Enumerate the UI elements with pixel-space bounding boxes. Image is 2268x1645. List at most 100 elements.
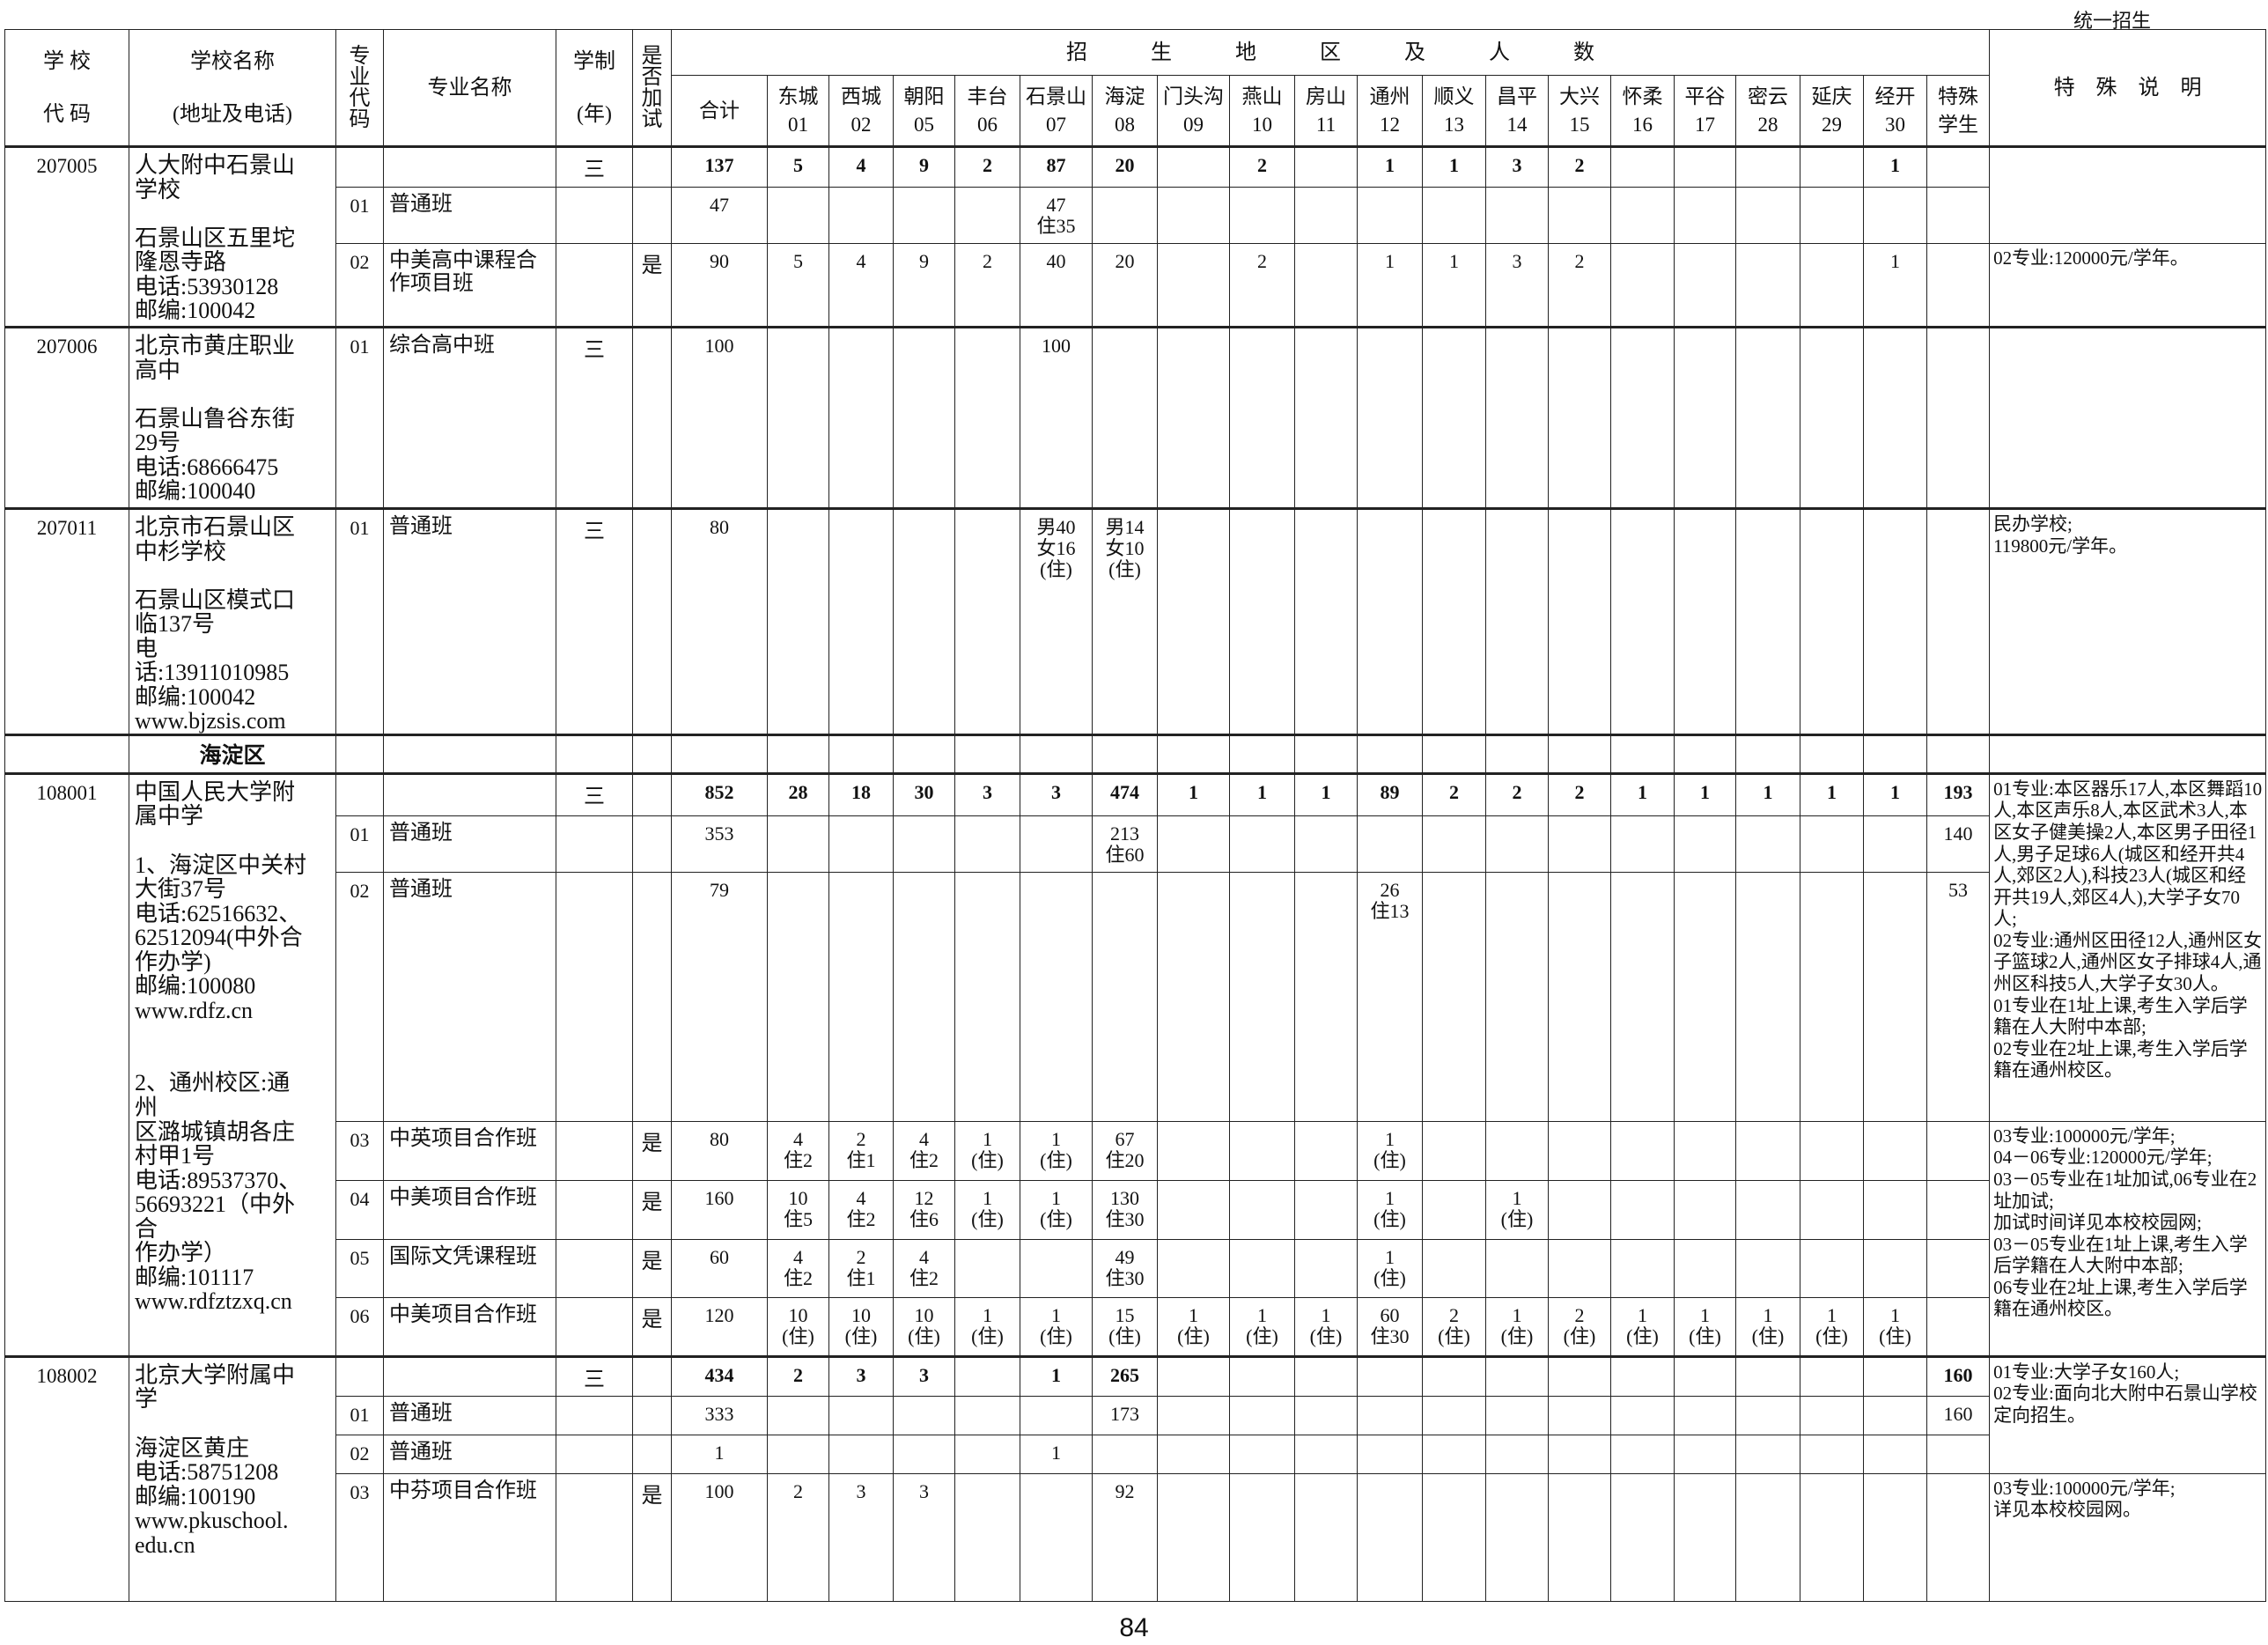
count-通州 [1357,815,1423,873]
count-房山 [1294,145,1358,188]
count-密云: 1 (住) [1735,1296,1800,1357]
count-东城: 4 住2 [767,1120,829,1181]
count-通州: 26 住13 [1357,871,1423,1122]
count-朝阳 [893,1434,955,1474]
count-东城: 2 [767,1354,829,1397]
count-怀柔 [1610,145,1675,188]
count-延庆 [1800,187,1864,244]
extra-test [632,871,672,1122]
count-顺义: 1 [1422,145,1486,188]
header-region-2: 西城 02 [828,75,894,148]
count-海淀: 15 (住) [1092,1296,1158,1357]
count-丰台 [954,1238,1020,1298]
count-经开 [1863,1395,1927,1435]
major-code: 01 [335,507,384,735]
count-丰台 [954,871,1020,1122]
count-朝阳: 10 (住) [893,1296,955,1357]
count-平谷 [1674,243,1736,328]
special-note: 民办学校; 119800元/学年。 [1989,507,2267,735]
count-密云 [1735,187,1800,244]
count-丰台: 1 (住) [954,1296,1020,1357]
table-row: 03 中英项目合作班是 80 4 住2 2 住1 4 住2 1 (住) 1 (住) 67 住20… [5,1120,2267,1357]
count-密云 [1735,1434,1800,1474]
header-region-5: 石景山 07 [1020,75,1093,148]
header-school-code: 学 校 代 码 [4,29,129,148]
count-合计: 434 [671,1354,768,1397]
major-name: 国际文凭课程班 [383,1238,556,1298]
count-西城 [828,187,894,244]
count-房山 [1294,1179,1358,1240]
count-经开: 1 (住) [1863,1296,1927,1357]
count-顺义: 2 [1422,771,1486,816]
empty-cell [335,733,384,774]
count-房山 [1294,507,1358,735]
count-东城 [767,326,829,509]
count-经开 [1863,1179,1927,1240]
years [556,871,633,1122]
count-延庆 [1800,507,1864,735]
count-经开 [1863,1472,1927,1602]
count-特殊 [1926,145,1991,188]
major-name [383,145,556,188]
empty-cell [4,733,129,774]
count-石景山: 1 (住) [1020,1296,1093,1357]
count-特殊 [1926,1238,1991,1298]
major-code [335,1354,384,1397]
count-合计: 160 [671,1179,768,1240]
count-石景山: 40 [1020,243,1093,328]
school-name: 北京市石景山区中杉学校 [135,514,296,564]
count-门头沟 [1157,1395,1230,1435]
count-合计: 90 [671,243,768,328]
table-row: 108002 北京大学附属中学 海淀区黄庄 电话:58751208 邮编:1001… [4,1354,2267,1602]
district-name: 海淀区 [129,733,336,774]
count-门头沟 [1157,1434,1230,1474]
major-name: 中英项目合作班 [383,1120,556,1181]
count-密云 [1735,1238,1800,1298]
region-code: 02 [850,113,872,136]
count-西城: 18 [828,771,894,816]
count-丰台: 2 [954,145,1020,188]
count-大兴: 2 [1548,771,1611,816]
count-合计: 79 [671,871,768,1122]
count-通州: 1 (住) [1357,1179,1423,1240]
count-海淀: 173 [1092,1395,1158,1435]
extra-test: 是 [632,1472,672,1602]
empty-cell [1485,733,1549,774]
count-合计: 333 [671,1395,768,1435]
count-海淀: 92 [1092,1472,1158,1602]
count-特殊: 160 [1926,1354,1991,1397]
major-name: 普通班 [383,507,556,735]
years [556,1179,633,1240]
count-燕山: 1 [1229,771,1295,816]
count-怀柔 [1610,1354,1675,1397]
count-东城: 5 [767,243,829,328]
years [556,1120,633,1181]
empty-cell [893,733,955,774]
count-丰台 [954,1472,1020,1602]
count-通州 [1357,326,1423,509]
empty-cell [671,733,768,774]
count-燕山 [1229,1472,1295,1602]
empty-cell [1422,733,1486,774]
count-顺义 [1422,1434,1486,1474]
header-region-9: 房山 11 [1294,75,1358,148]
empty-cell [1020,733,1093,774]
count-通州: 1 (住) [1357,1120,1423,1181]
major-name: 中芬项目合作班 [383,1472,556,1602]
count-石景山: 3 [1020,771,1093,816]
count-燕山 [1229,1434,1295,1474]
major-name: 普通班 [383,1434,556,1474]
empty-cell [1735,733,1800,774]
school-address-contact: 石景山区五里坨 隆恩寺路 电话:53930128 邮编:100042 [135,225,296,324]
count-朝阳 [893,1395,955,1435]
school-name-cell: 北京大学附属中学 海淀区黄庄 电话:58751208 邮编:100190 www… [129,1354,336,1602]
count-丰台 [954,1354,1020,1397]
extra-test [632,815,672,873]
count-西城 [828,871,894,1122]
school-address-contact: 海淀区黄庄 电话:58751208 邮编:100190 www.pkuschoo… [135,1435,289,1558]
count-怀柔 [1610,187,1675,244]
region-name: 怀柔 [1622,85,1663,108]
special-note [1989,326,2267,509]
count-顺义 [1422,815,1486,873]
count-大兴 [1548,1434,1611,1474]
